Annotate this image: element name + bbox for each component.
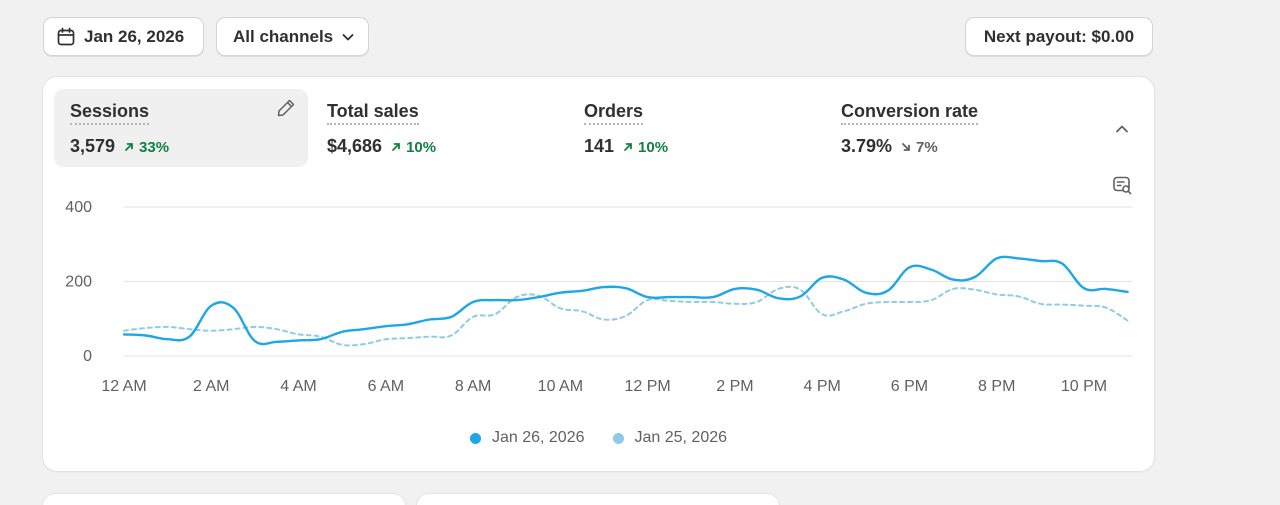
metric-label: Sessions <box>70 101 150 125</box>
chart-zoom-button[interactable] <box>1110 173 1134 197</box>
metric-value: 3,579 <box>70 136 116 156</box>
metric-label: Orders <box>584 101 644 125</box>
analytics-card: Sessions 3,579 33% Total sales $4,686 10… <box>43 77 1154 471</box>
legend-dot <box>469 432 481 444</box>
channel-select[interactable]: All channels <box>216 17 369 56</box>
metric-label: Total sales <box>327 101 419 125</box>
next-payout-button[interactable]: Next payout: $0.00 <box>965 17 1153 56</box>
x-tick-label: 10 AM <box>538 378 583 395</box>
legend-label: Jan 26, 2026 <box>491 429 585 446</box>
metric-change: 33% <box>124 139 169 156</box>
legend-item-current[interactable]: Jan 26, 2026 <box>469 429 585 447</box>
legend-dot <box>612 432 624 444</box>
chart-search-icon <box>1113 176 1132 195</box>
payout-label: Next payout: $0.00 <box>983 26 1135 46</box>
y-tick-label: 0 <box>83 348 92 365</box>
secondary-card <box>43 494 405 505</box>
chart-legend: Jan 26, 2026 Jan 25, 2026 <box>43 429 1154 447</box>
arrow-down-right-icon <box>902 143 910 151</box>
date-picker-button[interactable]: Jan 26, 2026 <box>43 17 204 56</box>
chevron-up-icon <box>1116 125 1128 133</box>
arrow-up-right-icon <box>392 143 400 151</box>
metric-conversion-rate[interactable]: Conversion rate 3.79% 7% <box>825 89 1075 167</box>
metric-change-value: 10% <box>406 138 437 156</box>
date-label: Jan 26, 2026 <box>84 26 185 46</box>
secondary-card <box>417 494 779 505</box>
x-tick-label: 12 PM <box>625 378 671 395</box>
metric-total-sales[interactable]: Total sales $4,686 10% <box>311 89 561 167</box>
x-tick-label: 12 AM <box>101 378 146 395</box>
x-tick-label: 10 PM <box>1061 378 1107 395</box>
channel-label: All channels <box>233 26 334 46</box>
x-tick-label: 8 AM <box>455 378 491 395</box>
collapse-button[interactable] <box>1110 117 1134 141</box>
x-tick-label: 4 PM <box>804 378 841 395</box>
arrow-up-right-icon <box>125 143 133 151</box>
chevron-down-icon <box>342 33 354 40</box>
x-tick-label: 8 PM <box>978 378 1015 395</box>
metric-sessions[interactable]: Sessions 3,579 33% <box>54 89 308 167</box>
arrow-up-right-icon <box>624 143 632 151</box>
legend-label: Jan 25, 2026 <box>634 429 728 446</box>
series-line-previous <box>123 285 1129 347</box>
metric-value: 141 <box>584 136 615 156</box>
y-tick-label: 200 <box>65 274 92 291</box>
metric-change: 10% <box>391 139 436 156</box>
metric-orders[interactable]: Orders 141 10% <box>568 89 818 167</box>
x-tick-label: 4 AM <box>280 378 316 395</box>
pencil-icon[interactable] <box>276 98 296 118</box>
x-tick-label: 6 PM <box>891 378 928 395</box>
metric-change-value: 33% <box>139 138 170 156</box>
legend-item-previous[interactable]: Jan 25, 2026 <box>612 429 728 447</box>
x-tick-label: 2 PM <box>716 378 753 395</box>
calendar-icon <box>57 27 75 45</box>
sessions-line-chart: 0 200 400 12 AM 2 AM 4 AM 6 AM 8 AM 10 AM 12 PM 2… <box>65 199 1132 395</box>
metric-value: 3.79% <box>841 136 893 156</box>
x-tick-label: 6 AM <box>368 378 404 395</box>
metric-value: $4,686 <box>327 136 383 156</box>
series-line-current <box>122 255 1129 346</box>
y-tick-label: 400 <box>65 199 92 216</box>
metric-change-value: 10% <box>638 138 669 156</box>
x-tick-label: 2 AM <box>193 378 229 395</box>
metric-change-value: 7% <box>916 138 938 156</box>
metric-label: Conversion rate <box>841 101 979 125</box>
metric-change: 7% <box>901 139 938 156</box>
metric-change: 10% <box>623 139 668 156</box>
